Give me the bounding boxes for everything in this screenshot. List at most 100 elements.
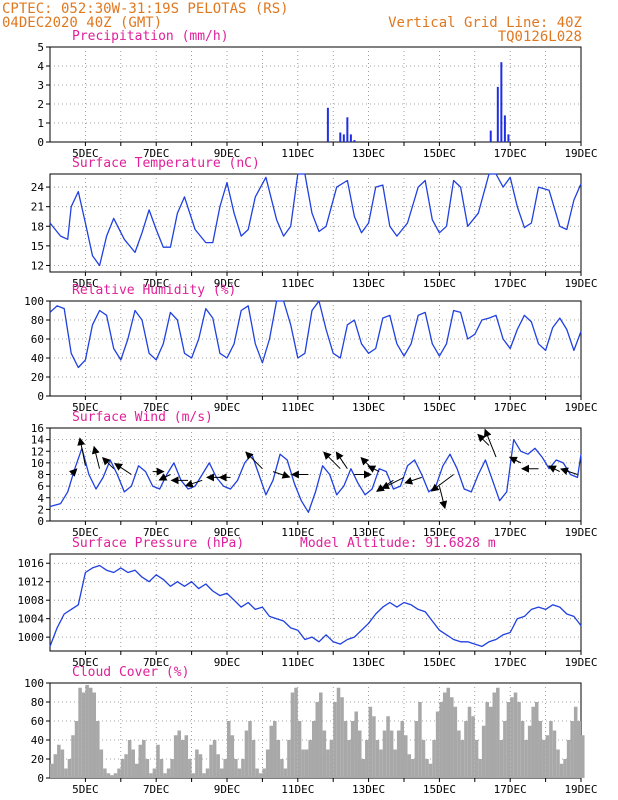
x-tick-label: 5DEC bbox=[72, 656, 99, 669]
cloud-bar bbox=[269, 725, 274, 778]
y-tick-label: 60 bbox=[31, 333, 44, 346]
wind-arrow bbox=[404, 476, 422, 485]
wind-arrow bbox=[335, 451, 348, 469]
cloud-bar bbox=[457, 730, 461, 778]
cloud-bar bbox=[446, 687, 451, 778]
cloud-bar bbox=[524, 740, 528, 778]
cloud-bar bbox=[411, 759, 415, 778]
cloud-bar bbox=[545, 735, 550, 778]
cloud-bar bbox=[329, 740, 334, 778]
cloud-bar bbox=[205, 768, 210, 778]
x-tick-label: 13DEC bbox=[352, 656, 385, 669]
x-tick-label: 11DEC bbox=[281, 783, 314, 796]
cloud-bar bbox=[92, 692, 97, 778]
x-tick-label: 17DEC bbox=[494, 783, 527, 796]
cloud-bar bbox=[230, 735, 235, 778]
cloud-bar bbox=[241, 759, 245, 778]
cloud-bar bbox=[372, 716, 376, 778]
x-tick-label: 13DEC bbox=[352, 147, 385, 160]
cloud-bar bbox=[85, 684, 89, 778]
cloud-bar bbox=[428, 763, 433, 778]
y-tick-label: 10 bbox=[31, 457, 44, 470]
cloud-bar bbox=[488, 706, 493, 778]
cloud-bar bbox=[336, 687, 341, 778]
precip-bar bbox=[489, 130, 492, 142]
cloud-bar bbox=[195, 749, 199, 778]
cloud-bar bbox=[350, 721, 355, 778]
x-tick-label: 5DEC bbox=[72, 526, 99, 539]
wind-arrow bbox=[114, 462, 132, 475]
y-tick-label: 60 bbox=[31, 715, 44, 728]
y-tick-label: 2 bbox=[37, 98, 44, 111]
panel-frame bbox=[49, 46, 582, 143]
x-tick-label: 17DEC bbox=[494, 147, 527, 160]
x-tick-label: 17DEC bbox=[494, 656, 527, 669]
x-tick-label: 9DEC bbox=[214, 526, 241, 539]
cloud-bar bbox=[418, 702, 422, 778]
cloud-bar bbox=[340, 697, 344, 778]
series-line-temp bbox=[49, 173, 582, 267]
precip-bar bbox=[326, 107, 329, 142]
x-tick-label: 15DEC bbox=[423, 656, 456, 669]
cloud-bar bbox=[163, 773, 167, 778]
wind-arrow bbox=[438, 486, 448, 510]
cloud-bar bbox=[563, 759, 567, 778]
cloud-bar bbox=[520, 721, 525, 778]
cloud-bar bbox=[142, 740, 146, 778]
x-tick-label: 7DEC bbox=[143, 401, 170, 414]
wind-arrow bbox=[508, 456, 522, 465]
wind-arrow bbox=[102, 456, 115, 470]
cloud-bar bbox=[283, 768, 288, 778]
cloud-bar bbox=[460, 740, 465, 778]
precip-bar bbox=[507, 134, 510, 142]
cloud-bar bbox=[393, 749, 397, 778]
cloud-bar bbox=[103, 768, 107, 778]
wind-arrow bbox=[77, 437, 86, 466]
cloud-bar bbox=[432, 740, 436, 778]
cloud-bar bbox=[149, 773, 153, 778]
x-tick-label: 17DEC bbox=[494, 277, 527, 290]
cloud-bar bbox=[573, 706, 578, 778]
panel-temp: 12 15 18 21 24 5DEC 7DEC 9DEC 11DEC 13DEC 15DEC 17D… bbox=[31, 156, 598, 290]
wind-arrow bbox=[91, 445, 101, 469]
cloud-bar bbox=[234, 759, 238, 778]
x-tick-label: 15DEC bbox=[423, 401, 456, 414]
cloud-bar bbox=[223, 759, 227, 778]
cloud-bar bbox=[389, 730, 394, 778]
cloud-bar bbox=[177, 730, 181, 778]
cloud-bar bbox=[485, 702, 489, 778]
cloud-bar bbox=[120, 759, 125, 778]
panel-frame bbox=[49, 427, 582, 522]
y-tick-label: 1004 bbox=[18, 613, 45, 626]
cloud-bar bbox=[375, 740, 380, 778]
header-model-id: TQ0126L028 bbox=[497, 29, 582, 45]
y-tick-label: 1000 bbox=[18, 631, 45, 644]
cloud-bar bbox=[527, 725, 532, 778]
cloud-bar bbox=[60, 749, 65, 778]
cloud-bar bbox=[159, 759, 164, 778]
wind-arrow bbox=[560, 467, 578, 476]
series-line-rh bbox=[49, 300, 582, 369]
precip-bar bbox=[503, 115, 506, 142]
wind-arrow bbox=[323, 451, 341, 470]
y-tick-label: 1 bbox=[37, 117, 44, 130]
y-tick-label: 18 bbox=[31, 220, 44, 233]
y-tick-label: 15 bbox=[31, 240, 44, 253]
cloud-bar bbox=[198, 754, 203, 778]
panel-title: Precipitation (mm/h) bbox=[72, 29, 229, 44]
cloud-bar bbox=[166, 768, 171, 778]
cloud-bar bbox=[386, 716, 390, 778]
y-tick-label: 40 bbox=[31, 352, 44, 365]
x-tick-label: 19DEC bbox=[564, 277, 597, 290]
cloud-bar bbox=[117, 768, 121, 778]
cloud-bar bbox=[188, 759, 192, 778]
cloud-bar bbox=[570, 721, 574, 778]
precip-bar bbox=[496, 86, 499, 142]
cloud-bar bbox=[347, 740, 351, 778]
panel-frame bbox=[49, 553, 582, 652]
panel-title: Surface Pressure (hPa) bbox=[72, 536, 244, 551]
cloud-bar bbox=[333, 702, 337, 778]
cloud-bar bbox=[191, 773, 196, 778]
x-tick-label: 13DEC bbox=[352, 401, 385, 414]
